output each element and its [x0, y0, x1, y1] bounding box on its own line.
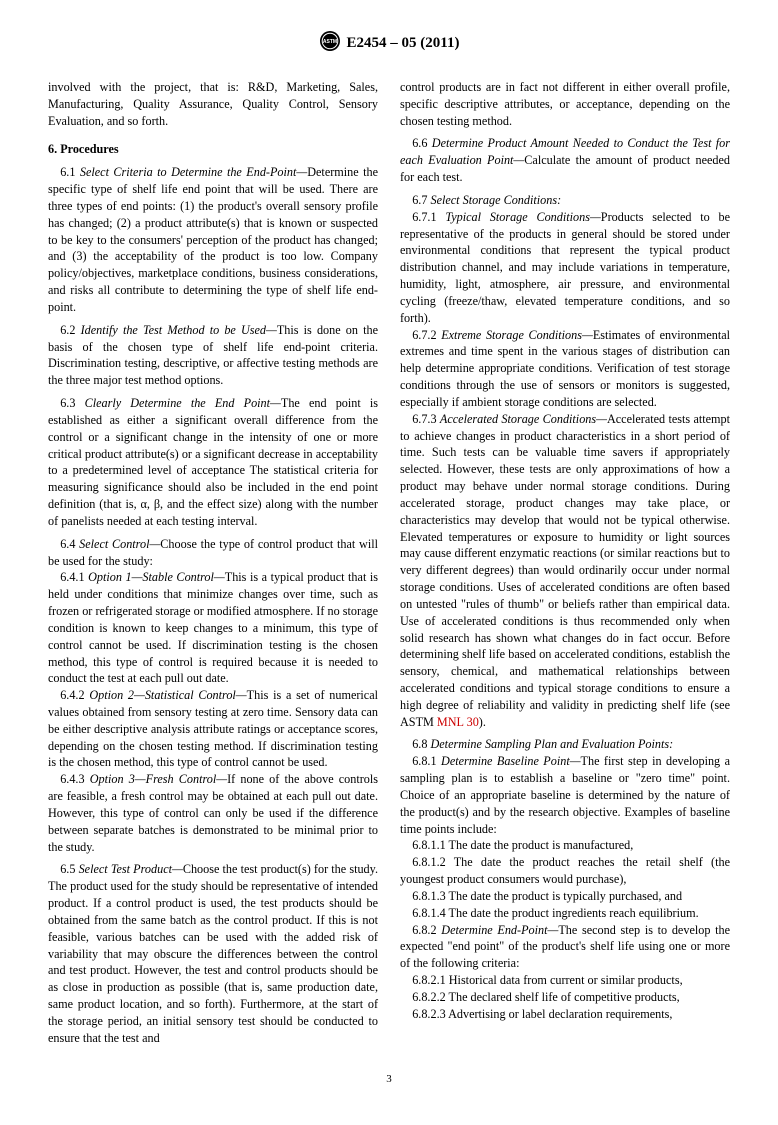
para-6-6: 6.6 Determine Product Amount Needed to C…: [400, 135, 730, 185]
title-6-4-3: Option 3—Fresh Control—: [90, 772, 227, 786]
body-columns: involved with the project, that is: R&D,…: [48, 79, 730, 1047]
body-6-7-1: Products selected to be representative o…: [400, 210, 730, 325]
section-6-title: 6. Procedures: [48, 141, 378, 158]
para-6-8-2: 6.8.2 Determine End-Point—The second ste…: [400, 922, 730, 972]
astm-logo: ASTM: [319, 30, 341, 57]
title-6-7-3: Accelerated Storage Conditions—: [440, 412, 607, 426]
title-6-8: Determine Sampling Plan and Evaluation P…: [430, 737, 673, 751]
ref-mnl30[interactable]: MNL 30: [437, 715, 479, 729]
title-6-2: Identify the Test Method to be Used—: [81, 323, 277, 337]
title-6-7-2: Extreme Storage Conditions—: [441, 328, 593, 342]
body-6-4-1: This is a typical product that is held u…: [48, 570, 378, 685]
body-6-5: Choose the test product(s) for the study…: [48, 862, 378, 1044]
lead-in-paragraph: involved with the project, that is: R&D,…: [48, 79, 378, 129]
para-6-8-1-1: 6.8.1.1 The date the product is manufact…: [400, 837, 730, 854]
para-6-8-1: 6.8.1 Determine Baseline Point—The first…: [400, 753, 730, 837]
title-6-4-2: Option 2—Statistical Control—: [89, 688, 246, 702]
title-6-7-1: Typical Storage Conditions—: [445, 210, 600, 224]
title-6-3: Clearly Determine the End Point—: [85, 396, 281, 410]
para-6-2: 6.2 Identify the Test Method to be Used—…: [48, 322, 378, 389]
svg-text:ASTM: ASTM: [322, 39, 336, 45]
para-6-8-1-3: 6.8.1.3 The date the product is typicall…: [400, 888, 730, 905]
para-6-8-1-2: 6.8.1.2 The date the product reaches the…: [400, 854, 730, 888]
para-6-7-2: 6.7.2 Extreme Storage Conditions—Estimat…: [400, 327, 730, 411]
page: ASTM E2454 – 05 (2011) involved with the…: [0, 0, 778, 1125]
para-6-7-1: 6.7.1 Typical Storage Conditions—Product…: [400, 209, 730, 327]
para-6-7-3: 6.7.3 Accelerated Storage Conditions—Acc…: [400, 411, 730, 731]
para-6-1: 6.1 Select Criteria to Determine the End…: [48, 164, 378, 315]
standard-code: E2454 – 05 (2011): [347, 35, 460, 52]
body-6-7-3-a: Accelerated tests attempt to achieve cha…: [400, 412, 730, 729]
page-header: ASTM E2454 – 05 (2011): [48, 30, 730, 57]
para-6-3: 6.3 Clearly Determine the End Point—The …: [48, 395, 378, 530]
para-6-4-2: 6.4.2 Option 2—Statistical Control—This …: [48, 687, 378, 771]
title-6-4: Select Control—: [79, 537, 160, 551]
title-6-8-1: Determine Baseline Point—: [441, 754, 581, 768]
para-6-4-3: 6.4.3 Option 3—Fresh Control—If none of …: [48, 771, 378, 855]
para-6-8: 6.8 Determine Sampling Plan and Evaluati…: [400, 736, 730, 753]
title-6-1: Select Criteria to Determine the End-Poi…: [80, 165, 307, 179]
title-6-5: Select Test Product—: [79, 862, 183, 876]
para-6-8-1-4: 6.8.1.4 The date the product ingredients…: [400, 905, 730, 922]
para-6-8-2-2: 6.8.2.2 The declared shelf life of compe…: [400, 989, 730, 1006]
para-6-7: 6.7 Select Storage Conditions:: [400, 192, 730, 209]
para-6-4: 6.4 Select Control—Choose the type of co…: [48, 536, 378, 570]
para-6-8-2-1: 6.8.2.1 Historical data from current or …: [400, 972, 730, 989]
para-6-5-cont: control products are in fact not differe…: [400, 79, 730, 129]
title-6-8-2: Determine End-Point—: [441, 923, 558, 937]
body-6-7-3-b: ).: [479, 715, 486, 729]
para-6-5: 6.5 Select Test Product—Choose the test …: [48, 861, 378, 1046]
body-6-1: Determine the specific type of shelf lif…: [48, 165, 378, 314]
para-6-8-2-3: 6.8.2.3 Advertising or label declaration…: [400, 1006, 730, 1023]
para-6-4-1: 6.4.1 Option 1—Stable Control—This is a …: [48, 569, 378, 687]
title-6-7: Select Storage Conditions:: [430, 193, 561, 207]
body-6-3: The end point is established as either a…: [48, 396, 378, 528]
page-number: 3: [48, 1073, 730, 1085]
title-6-4-1: Option 1—Stable Control—: [88, 570, 225, 584]
